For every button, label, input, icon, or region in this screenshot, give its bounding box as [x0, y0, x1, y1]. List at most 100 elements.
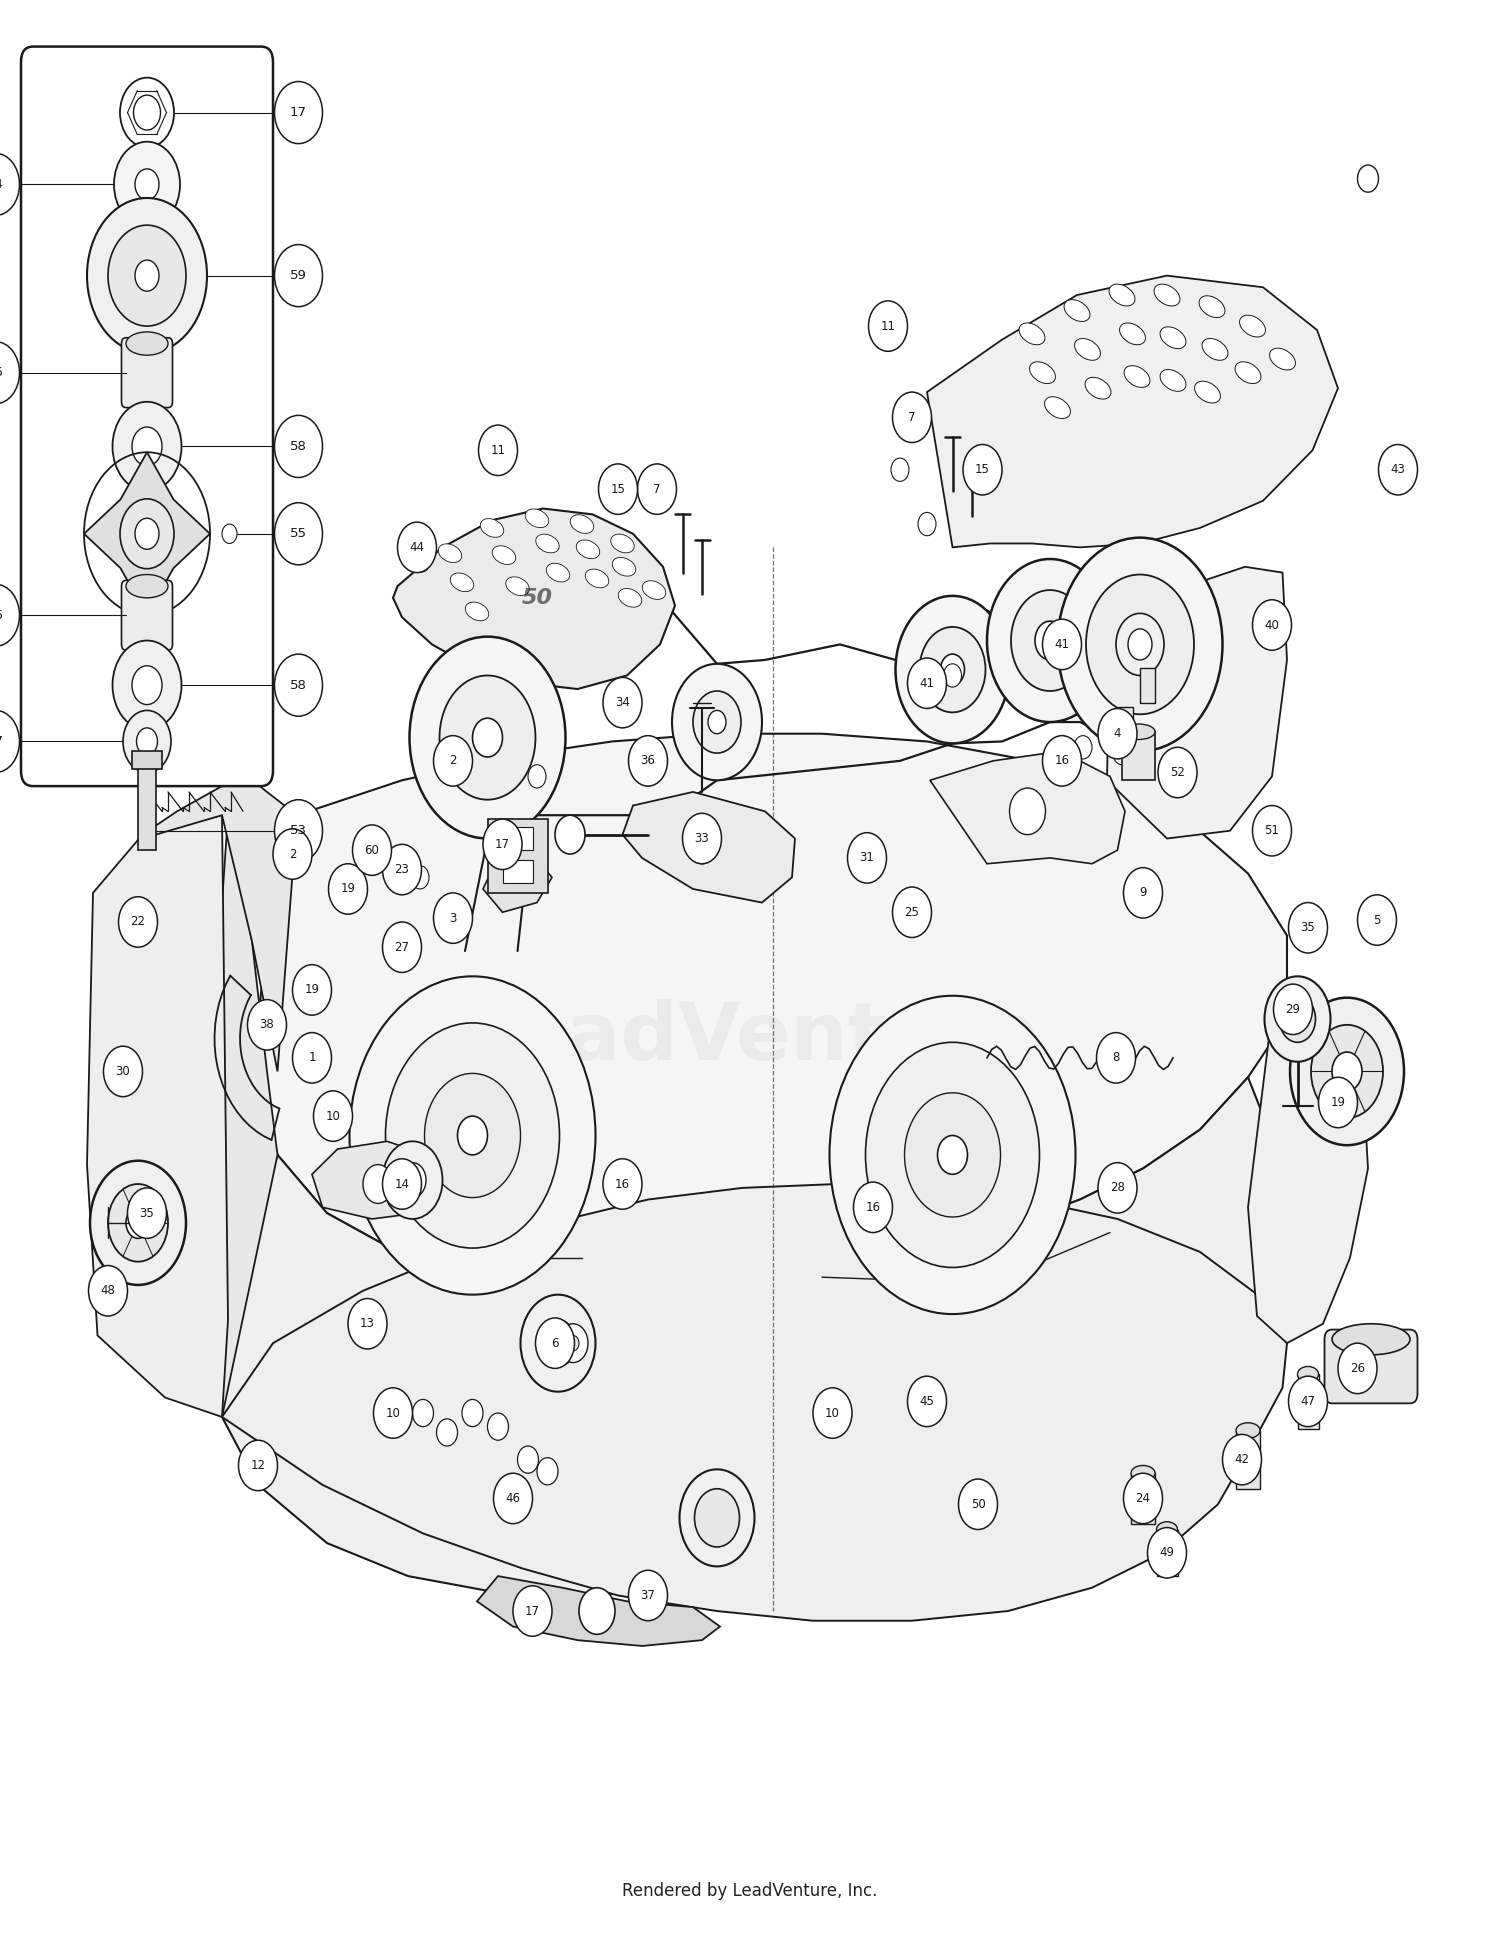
- Circle shape: [1158, 747, 1197, 798]
- Bar: [503, 860, 532, 883]
- Circle shape: [891, 458, 909, 481]
- Circle shape: [135, 518, 159, 549]
- Text: 12: 12: [251, 1460, 266, 1471]
- Circle shape: [694, 1489, 740, 1547]
- Circle shape: [478, 425, 518, 476]
- Polygon shape: [222, 815, 278, 1417]
- Circle shape: [350, 976, 596, 1295]
- Text: 17: 17: [525, 1605, 540, 1617]
- Ellipse shape: [618, 588, 642, 608]
- Polygon shape: [927, 276, 1338, 547]
- Text: 19: 19: [1330, 1097, 1346, 1108]
- Circle shape: [1264, 976, 1330, 1062]
- FancyBboxPatch shape: [122, 338, 172, 408]
- Circle shape: [598, 464, 638, 514]
- Text: 37: 37: [640, 1590, 656, 1601]
- Circle shape: [921, 1394, 933, 1409]
- Text: 35: 35: [140, 1207, 154, 1219]
- Text: 15: 15: [610, 483, 626, 495]
- Circle shape: [433, 736, 472, 786]
- Circle shape: [603, 1159, 642, 1209]
- Circle shape: [963, 1485, 993, 1524]
- Text: 35: 35: [1300, 922, 1316, 934]
- Circle shape: [1058, 538, 1222, 751]
- Circle shape: [0, 710, 20, 773]
- Text: 17: 17: [290, 107, 308, 118]
- Circle shape: [567, 1335, 579, 1351]
- Text: 34: 34: [615, 697, 630, 708]
- Circle shape: [398, 522, 436, 573]
- Circle shape: [579, 1588, 615, 1634]
- Circle shape: [108, 1184, 168, 1262]
- Text: 3: 3: [450, 912, 456, 924]
- Circle shape: [88, 1266, 128, 1316]
- Ellipse shape: [1154, 283, 1180, 307]
- Circle shape: [1358, 165, 1378, 192]
- Text: 13: 13: [360, 1318, 375, 1330]
- Text: 58: 58: [290, 441, 308, 452]
- Text: 45: 45: [920, 1396, 934, 1407]
- Circle shape: [1074, 736, 1092, 759]
- Text: 52: 52: [1170, 767, 1185, 778]
- Circle shape: [136, 728, 158, 755]
- Circle shape: [274, 654, 322, 716]
- Circle shape: [363, 1165, 393, 1203]
- Text: 16: 16: [865, 1201, 880, 1213]
- Circle shape: [987, 559, 1113, 722]
- Circle shape: [520, 1295, 596, 1392]
- Text: 2: 2: [288, 848, 296, 860]
- Polygon shape: [222, 1184, 1287, 1621]
- Bar: [1298, 1374, 1318, 1429]
- Circle shape: [1290, 1009, 1305, 1029]
- Text: 7: 7: [908, 411, 915, 423]
- Bar: [503, 827, 532, 850]
- Ellipse shape: [1234, 361, 1262, 384]
- Circle shape: [813, 1388, 852, 1438]
- Circle shape: [436, 1419, 457, 1446]
- Text: 58: 58: [290, 679, 308, 691]
- Text: 33: 33: [694, 833, 709, 844]
- Circle shape: [1116, 613, 1164, 675]
- Circle shape: [120, 499, 174, 569]
- Circle shape: [912, 1382, 942, 1421]
- Text: 46: 46: [506, 1493, 520, 1504]
- Ellipse shape: [612, 557, 636, 576]
- Circle shape: [1086, 575, 1194, 714]
- Text: Rendered by LeadVenture, Inc.: Rendered by LeadVenture, Inc.: [622, 1881, 878, 1900]
- Circle shape: [558, 1324, 588, 1363]
- Text: 57: 57: [0, 736, 4, 747]
- Circle shape: [483, 819, 522, 870]
- Text: 31: 31: [859, 852, 874, 864]
- Circle shape: [1274, 984, 1312, 1035]
- Circle shape: [865, 1042, 1040, 1267]
- Text: 2: 2: [450, 755, 456, 767]
- Ellipse shape: [1156, 1522, 1178, 1537]
- Circle shape: [112, 641, 182, 730]
- Circle shape: [1096, 1033, 1136, 1083]
- Ellipse shape: [1124, 365, 1150, 388]
- Circle shape: [273, 829, 312, 879]
- Circle shape: [1124, 1473, 1162, 1524]
- Circle shape: [1098, 708, 1137, 759]
- Bar: [1122, 732, 1155, 780]
- Bar: [1156, 1530, 1178, 1576]
- Text: 11: 11: [880, 320, 896, 332]
- Ellipse shape: [546, 563, 570, 582]
- Circle shape: [108, 225, 186, 326]
- Circle shape: [1148, 1528, 1186, 1578]
- Circle shape: [87, 198, 207, 353]
- Circle shape: [135, 169, 159, 200]
- Circle shape: [132, 427, 162, 466]
- Ellipse shape: [1122, 724, 1155, 740]
- Circle shape: [518, 1446, 538, 1473]
- Circle shape: [1042, 619, 1082, 670]
- Circle shape: [972, 1497, 984, 1512]
- Ellipse shape: [570, 514, 594, 534]
- Bar: [1118, 707, 1132, 741]
- Circle shape: [126, 1207, 150, 1238]
- Text: 30: 30: [116, 1066, 130, 1077]
- Circle shape: [528, 765, 546, 788]
- Circle shape: [1252, 806, 1292, 856]
- Text: 14: 14: [394, 1178, 410, 1190]
- FancyBboxPatch shape: [21, 47, 273, 786]
